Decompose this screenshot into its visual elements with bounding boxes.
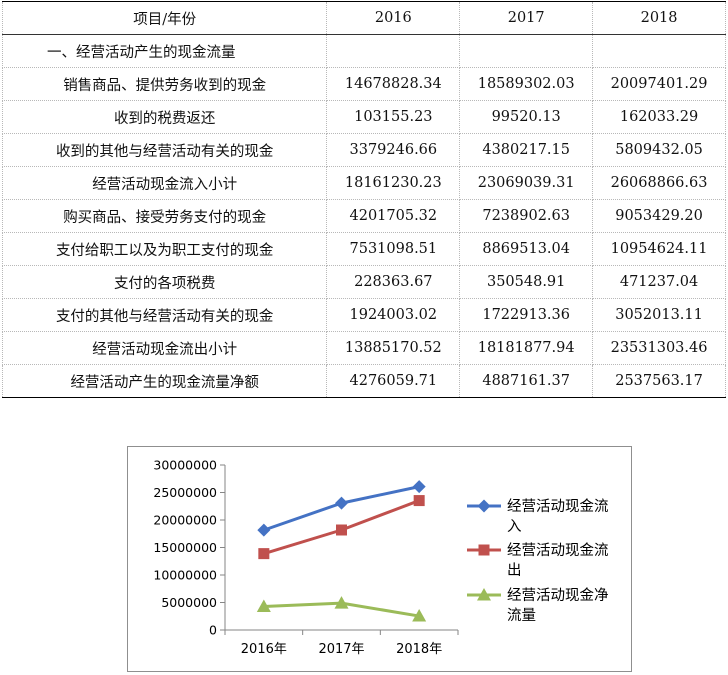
y-tick-label: 10000000: [153, 568, 217, 583]
table-header-row: 项目/年份 2016 2017 2018: [1, 1, 726, 35]
x-tick-label: 2018年: [396, 642, 442, 657]
data-point-square: [413, 495, 425, 507]
y-tick-label: 25000000: [153, 485, 217, 500]
legend-label: 流量: [507, 607, 536, 624]
row-value: 103155.23: [326, 100, 461, 134]
row-value: 9053429.20: [592, 199, 726, 233]
cash-flow-chart: 0 5000000 10000000 15000000 20000000 25000000…: [127, 446, 632, 672]
row-label: 经营活动现金流出小计: [1, 331, 328, 365]
row-value: 7531098.51: [326, 232, 461, 266]
y-tick-label: 30000000: [153, 458, 217, 473]
y-tick-label: 5000000: [161, 595, 217, 610]
table-row: 支付给职工以及为职工支付的现金 7531098.51 8869513.04 10954…: [1, 232, 726, 266]
row-value: [326, 34, 461, 68]
row-value: 4887161.37: [459, 364, 594, 398]
table-row: 经营活动现金流出小计 13885170.52 18181877.94 23531303…: [1, 331, 726, 365]
row-label: 经营活动产生的现金流量净额: [1, 364, 328, 398]
legend-label: 经营活动现金流: [507, 498, 609, 515]
row-label: 购买商品、接受劳务支付的现金: [1, 199, 328, 233]
row-value: 13885170.52: [326, 331, 461, 365]
data-point-triangle: [256, 599, 271, 612]
row-value: 18589302.03: [459, 67, 594, 101]
row-value: 8869513.04: [459, 232, 594, 266]
row-label: 支付的其他与经营活动有关的现金: [1, 298, 328, 332]
row-label: 一、经营活动产生的现金流量: [1, 34, 328, 68]
row-label: 销售商品、提供劳务收到的现金: [1, 67, 328, 101]
table-row: 一、经营活动产生的现金流量: [1, 34, 726, 68]
legend-label: 入: [507, 519, 522, 535]
row-value: 162033.29: [592, 100, 726, 134]
row-value: 18161230.23: [326, 166, 461, 200]
row-value: 4276059.71: [326, 364, 461, 398]
x-tick-label: 2017年: [318, 642, 364, 657]
data-point-diamond: [257, 523, 271, 537]
table-row: 经营活动现金流入小计 18161230.23 23069039.31 26068866…: [1, 166, 726, 200]
legend-label: 经营活动现金流: [507, 542, 609, 559]
table-row: 收到的其他与经营活动有关的现金 3379246.66 4380217.15 58094…: [1, 133, 726, 167]
data-point-square: [478, 544, 490, 556]
row-value: [459, 34, 594, 68]
row-value: 471237.04: [592, 265, 726, 299]
table-row: 购买商品、接受劳务支付的现金 4201705.32 7238902.63 905342…: [1, 199, 726, 233]
row-value: 228363.67: [326, 265, 461, 299]
row-value: 14678828.34: [326, 67, 461, 101]
row-value: 2537563.17: [592, 364, 726, 398]
cash-flow-table: 项目/年份 2016 2017 2018 一、经营活动产生的现金流量 销售商品、提供劳务收…: [1, 1, 726, 398]
row-value: 3379246.66: [326, 133, 461, 167]
row-label: 收到的其他与经营活动有关的现金: [1, 133, 328, 167]
header-item-year: 项目/年份: [1, 1, 328, 35]
legend-label: 经营活动现金净: [507, 587, 609, 604]
row-value: 23069039.31: [459, 166, 594, 200]
y-tick-label: 0: [209, 623, 217, 638]
row-value: 10954624.11: [592, 232, 726, 266]
header-year: 2018: [592, 1, 726, 35]
legend-label: 出: [507, 562, 522, 579]
row-value: 7238902.63: [459, 199, 594, 233]
row-value: 99520.13: [459, 100, 594, 134]
data-point-diamond: [335, 496, 348, 510]
x-tick-label: 2016年: [241, 642, 287, 657]
data-point-triangle: [477, 588, 491, 601]
row-value: 1722913.36: [459, 298, 594, 332]
table-row: 收到的税费返还 103155.23 99520.13 162033.29: [1, 100, 726, 134]
row-value: 20097401.29: [592, 67, 726, 101]
data-point-triangle: [334, 596, 349, 609]
row-label: 经营活动现金流入小计: [1, 166, 328, 200]
table-row: 支付的各项税费 228363.67 350548.91 471237.04: [1, 265, 726, 299]
row-value: 23531303.46: [592, 331, 726, 365]
row-value: 1924003.02: [326, 298, 461, 332]
row-value: 4201705.32: [326, 199, 461, 233]
row-value: 5809432.05: [592, 133, 726, 167]
table-row: 支付的其他与经营活动有关的现金 1924003.02 1722913.36 30520…: [1, 298, 726, 332]
data-point-triangle: [412, 609, 427, 622]
row-value: 350548.91: [459, 265, 594, 299]
row-label: 支付的各项税费: [1, 265, 328, 299]
data-point-square: [336, 524, 347, 536]
row-value: [592, 34, 726, 68]
data-point-square: [258, 548, 270, 560]
y-tick-label: 20000000: [153, 513, 217, 528]
data-point-diamond: [477, 499, 491, 513]
row-value: 3052013.11: [592, 298, 726, 332]
chart-svg: 0 5000000 10000000 15000000 20000000 25000000…: [153, 458, 609, 658]
row-value: 4380217.15: [459, 133, 594, 167]
header-year: 2017: [459, 1, 594, 35]
row-label: 收到的税费返还: [1, 100, 328, 134]
data-point-diamond: [412, 480, 426, 494]
row-label: 支付给职工以及为职工支付的现金: [1, 232, 328, 266]
row-value: 26068866.63: [592, 166, 726, 200]
header-year: 2016: [326, 1, 461, 35]
y-tick-label: 15000000: [153, 540, 217, 555]
table-row: 经营活动产生的现金流量净额 4276059.71 4887161.37 2537563…: [1, 364, 726, 398]
table-row: 销售商品、提供劳务收到的现金 14678828.34 18589302.03 2009…: [1, 67, 726, 101]
row-value: 18181877.94: [459, 331, 594, 365]
